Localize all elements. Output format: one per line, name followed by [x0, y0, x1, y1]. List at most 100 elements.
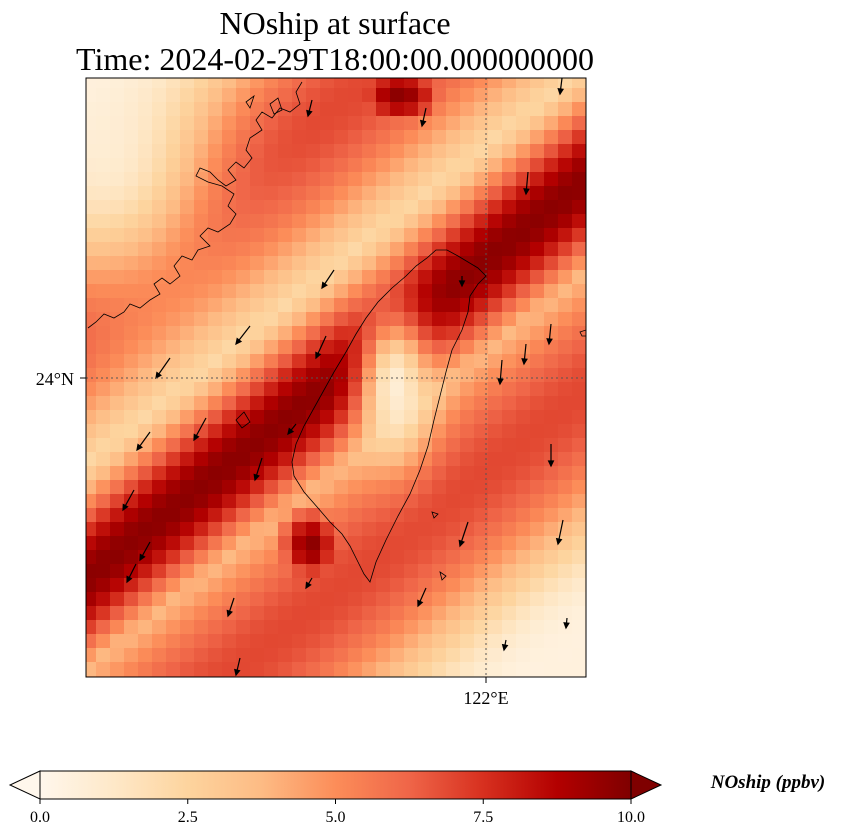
field-cell: [320, 116, 335, 131]
field-cell: [110, 298, 125, 313]
field-cell: [348, 634, 363, 649]
field-cell: [558, 536, 573, 551]
field-cell: [264, 466, 279, 481]
field-cell: [110, 592, 125, 607]
field-cell: [348, 368, 363, 383]
field-cell: [264, 200, 279, 215]
field-cell: [516, 648, 531, 663]
field-cell: [390, 466, 405, 481]
field-cell: [96, 494, 111, 509]
field-cell: [502, 256, 517, 271]
field-cell: [502, 116, 517, 131]
field-cell: [250, 368, 265, 383]
field-cell: [208, 102, 223, 117]
field-cell: [474, 522, 489, 537]
field-cell: [264, 312, 279, 327]
colorbar-tick-label: 0.0: [30, 809, 50, 826]
field-cell: [194, 340, 209, 355]
field-cell: [488, 564, 503, 579]
field-cell: [376, 620, 391, 635]
field-cell: [180, 550, 195, 565]
field-cell: [320, 522, 335, 537]
field-cell: [110, 424, 125, 439]
field-cell: [264, 410, 279, 425]
field-cell: [264, 144, 279, 159]
field-cell: [278, 270, 293, 285]
field-cell: [362, 214, 377, 229]
field-cell: [166, 130, 181, 145]
field-cell: [362, 424, 377, 439]
field-cell: [376, 396, 391, 411]
field-cell: [194, 550, 209, 565]
field-cell: [376, 256, 391, 271]
field-cell: [208, 354, 223, 369]
field-cell: [264, 228, 279, 243]
field-cell: [404, 480, 419, 495]
field-cell: [348, 424, 363, 439]
field-cell: [530, 368, 545, 383]
field-cell: [292, 676, 307, 677]
field-cell: [404, 592, 419, 607]
field-cell: [390, 186, 405, 201]
field-cell: [292, 620, 307, 635]
field-cell: [236, 200, 251, 215]
field-cell: [96, 676, 111, 677]
field-cell: [292, 158, 307, 173]
field-cell: [208, 326, 223, 341]
field-cell: [544, 606, 559, 621]
field-cell: [124, 368, 139, 383]
field-cell: [180, 536, 195, 551]
field-cell: [180, 564, 195, 579]
field-cell: [348, 648, 363, 663]
field-cell: [376, 634, 391, 649]
field-cell: [502, 452, 517, 467]
field-cell: [432, 676, 447, 677]
field-cell: [348, 172, 363, 187]
field-cell: [376, 424, 391, 439]
field-cell: [460, 298, 475, 313]
field-cell: [474, 382, 489, 397]
field-cell: [516, 368, 531, 383]
field-cell: [180, 214, 195, 229]
field-cell: [530, 186, 545, 201]
field-cell: [222, 130, 237, 145]
field-cell: [320, 298, 335, 313]
wind-arrow-head: [497, 378, 504, 386]
field-cell: [96, 648, 111, 663]
field-cell: [96, 186, 111, 201]
field-cell: [208, 662, 223, 677]
field-cell: [334, 256, 349, 271]
field-cell: [572, 620, 586, 635]
field-cell: [404, 452, 419, 467]
field-cell: [306, 396, 321, 411]
field-cell: [474, 326, 489, 341]
field-cell: [418, 662, 433, 677]
wind-arrow-head: [234, 668, 241, 677]
field-cell: [292, 186, 307, 201]
field-cell: [376, 172, 391, 187]
field-cell: [516, 424, 531, 439]
field-cell: [334, 326, 349, 341]
field-cell: [376, 242, 391, 257]
field-cell: [376, 214, 391, 229]
map-subtitle-time: Time: 2024-02-29T18:00:00.000000000: [76, 41, 594, 77]
field-cell: [124, 676, 139, 677]
field-cell: [236, 634, 251, 649]
field-cell: [278, 172, 293, 187]
field-cell: [152, 270, 167, 285]
field-cell: [544, 256, 559, 271]
field-cell: [418, 438, 433, 453]
field-cell: [180, 172, 195, 187]
field-cell: [208, 200, 223, 215]
field-cell: [180, 200, 195, 215]
field-cell: [86, 620, 97, 635]
field-cell: [180, 116, 195, 131]
field-cell: [446, 186, 461, 201]
field-cell: [208, 620, 223, 635]
field-cell: [138, 536, 153, 551]
field-cell: [86, 396, 97, 411]
field-cell: [180, 620, 195, 635]
field-cell: [236, 172, 251, 187]
field-cell: [334, 298, 349, 313]
wind-arrow-head: [155, 371, 162, 380]
